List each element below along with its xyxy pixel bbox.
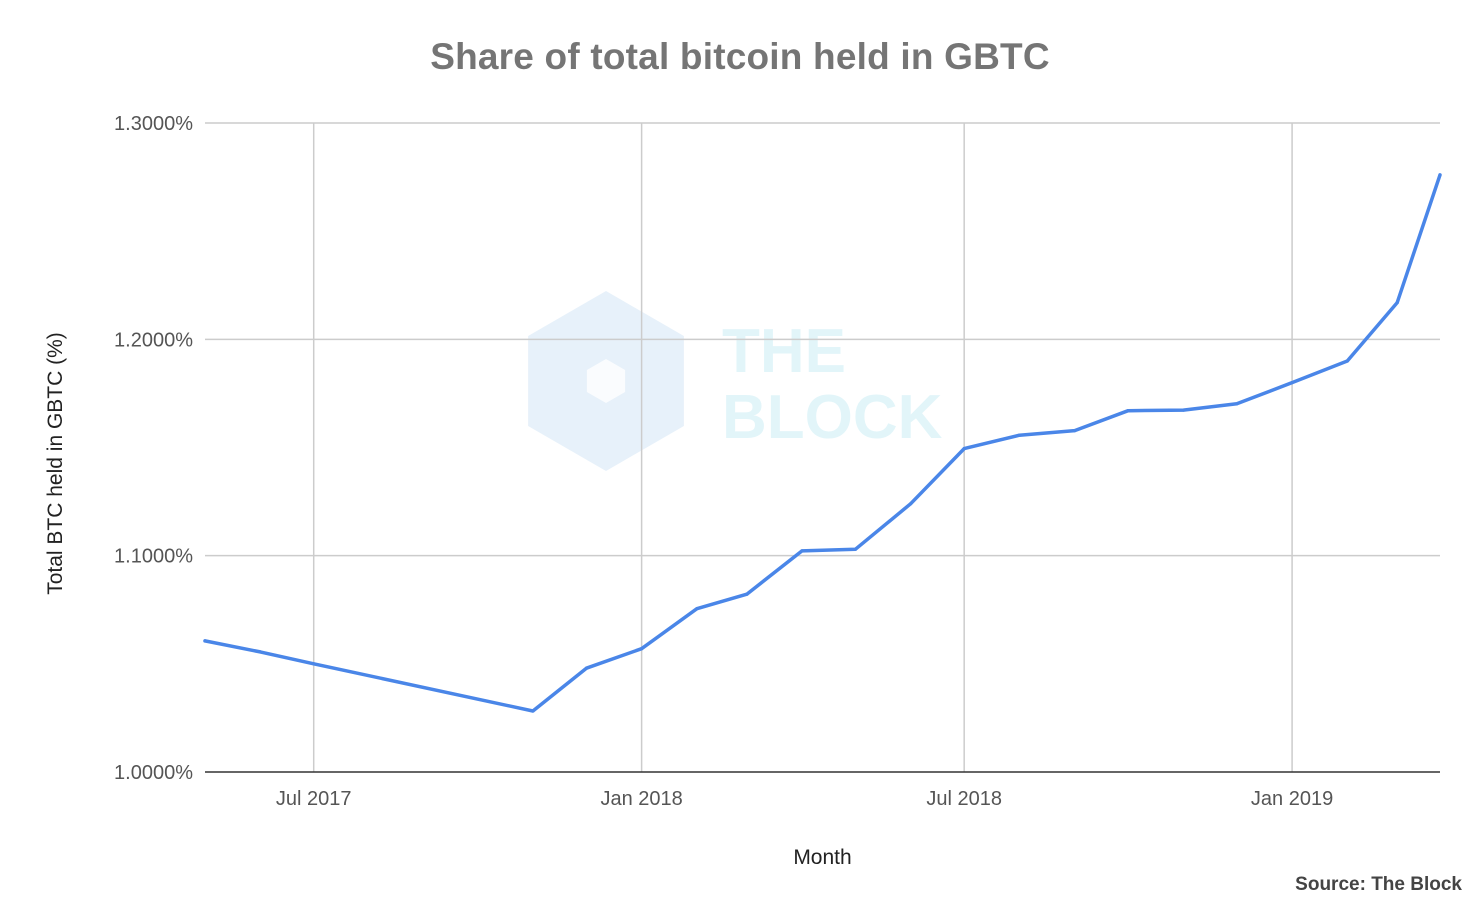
x-tick-label: Jul 2017 bbox=[276, 788, 352, 810]
source-note: Source: The Block bbox=[1295, 874, 1462, 895]
x-tick-label: Jan 2018 bbox=[600, 788, 682, 810]
data-point bbox=[640, 647, 644, 651]
chart-title: Share of total bitcoin held in GBTC bbox=[430, 36, 1050, 77]
data-point bbox=[745, 592, 749, 596]
data-point bbox=[1395, 301, 1399, 305]
data-point bbox=[1181, 408, 1185, 412]
data-point bbox=[800, 549, 804, 553]
data-point bbox=[962, 447, 966, 451]
data-point bbox=[1126, 409, 1130, 413]
watermark-inner-hexagon bbox=[586, 359, 626, 403]
data-point bbox=[909, 502, 913, 506]
tick-labels: 1.0000% 1.1000% 1.2000% 1.3000% Jul 2017 Jan … bbox=[44, 113, 1333, 869]
watermark-text: BLOCK bbox=[722, 383, 943, 452]
data-point bbox=[1290, 381, 1294, 385]
data-point bbox=[584, 666, 589, 670]
data-point bbox=[695, 607, 699, 611]
data-point bbox=[1438, 173, 1442, 177]
data-point bbox=[853, 547, 858, 551]
data-point bbox=[1235, 402, 1239, 406]
y-tick-label: 1.2000% bbox=[114, 329, 193, 351]
data-point bbox=[1017, 433, 1022, 437]
data-point bbox=[312, 662, 316, 666]
data-point bbox=[1345, 359, 1349, 363]
data-point bbox=[258, 650, 262, 654]
watermark-text: THE bbox=[722, 317, 846, 386]
y-axis-title: Total BTC held in GBTC (%) bbox=[44, 332, 67, 595]
data-point bbox=[531, 709, 535, 713]
data-point bbox=[1073, 429, 1077, 433]
x-tick-label: Jul 2018 bbox=[926, 788, 1002, 810]
x-tick-label: Jan 2019 bbox=[1251, 788, 1333, 810]
y-tick-label: 1.0000% bbox=[114, 762, 193, 784]
y-tick-label: 1.3000% bbox=[114, 113, 193, 135]
x-axis-title: Month bbox=[793, 846, 851, 869]
y-tick-label: 1.1000% bbox=[114, 546, 193, 568]
data-point bbox=[203, 639, 207, 643]
series-layer bbox=[203, 173, 1442, 713]
